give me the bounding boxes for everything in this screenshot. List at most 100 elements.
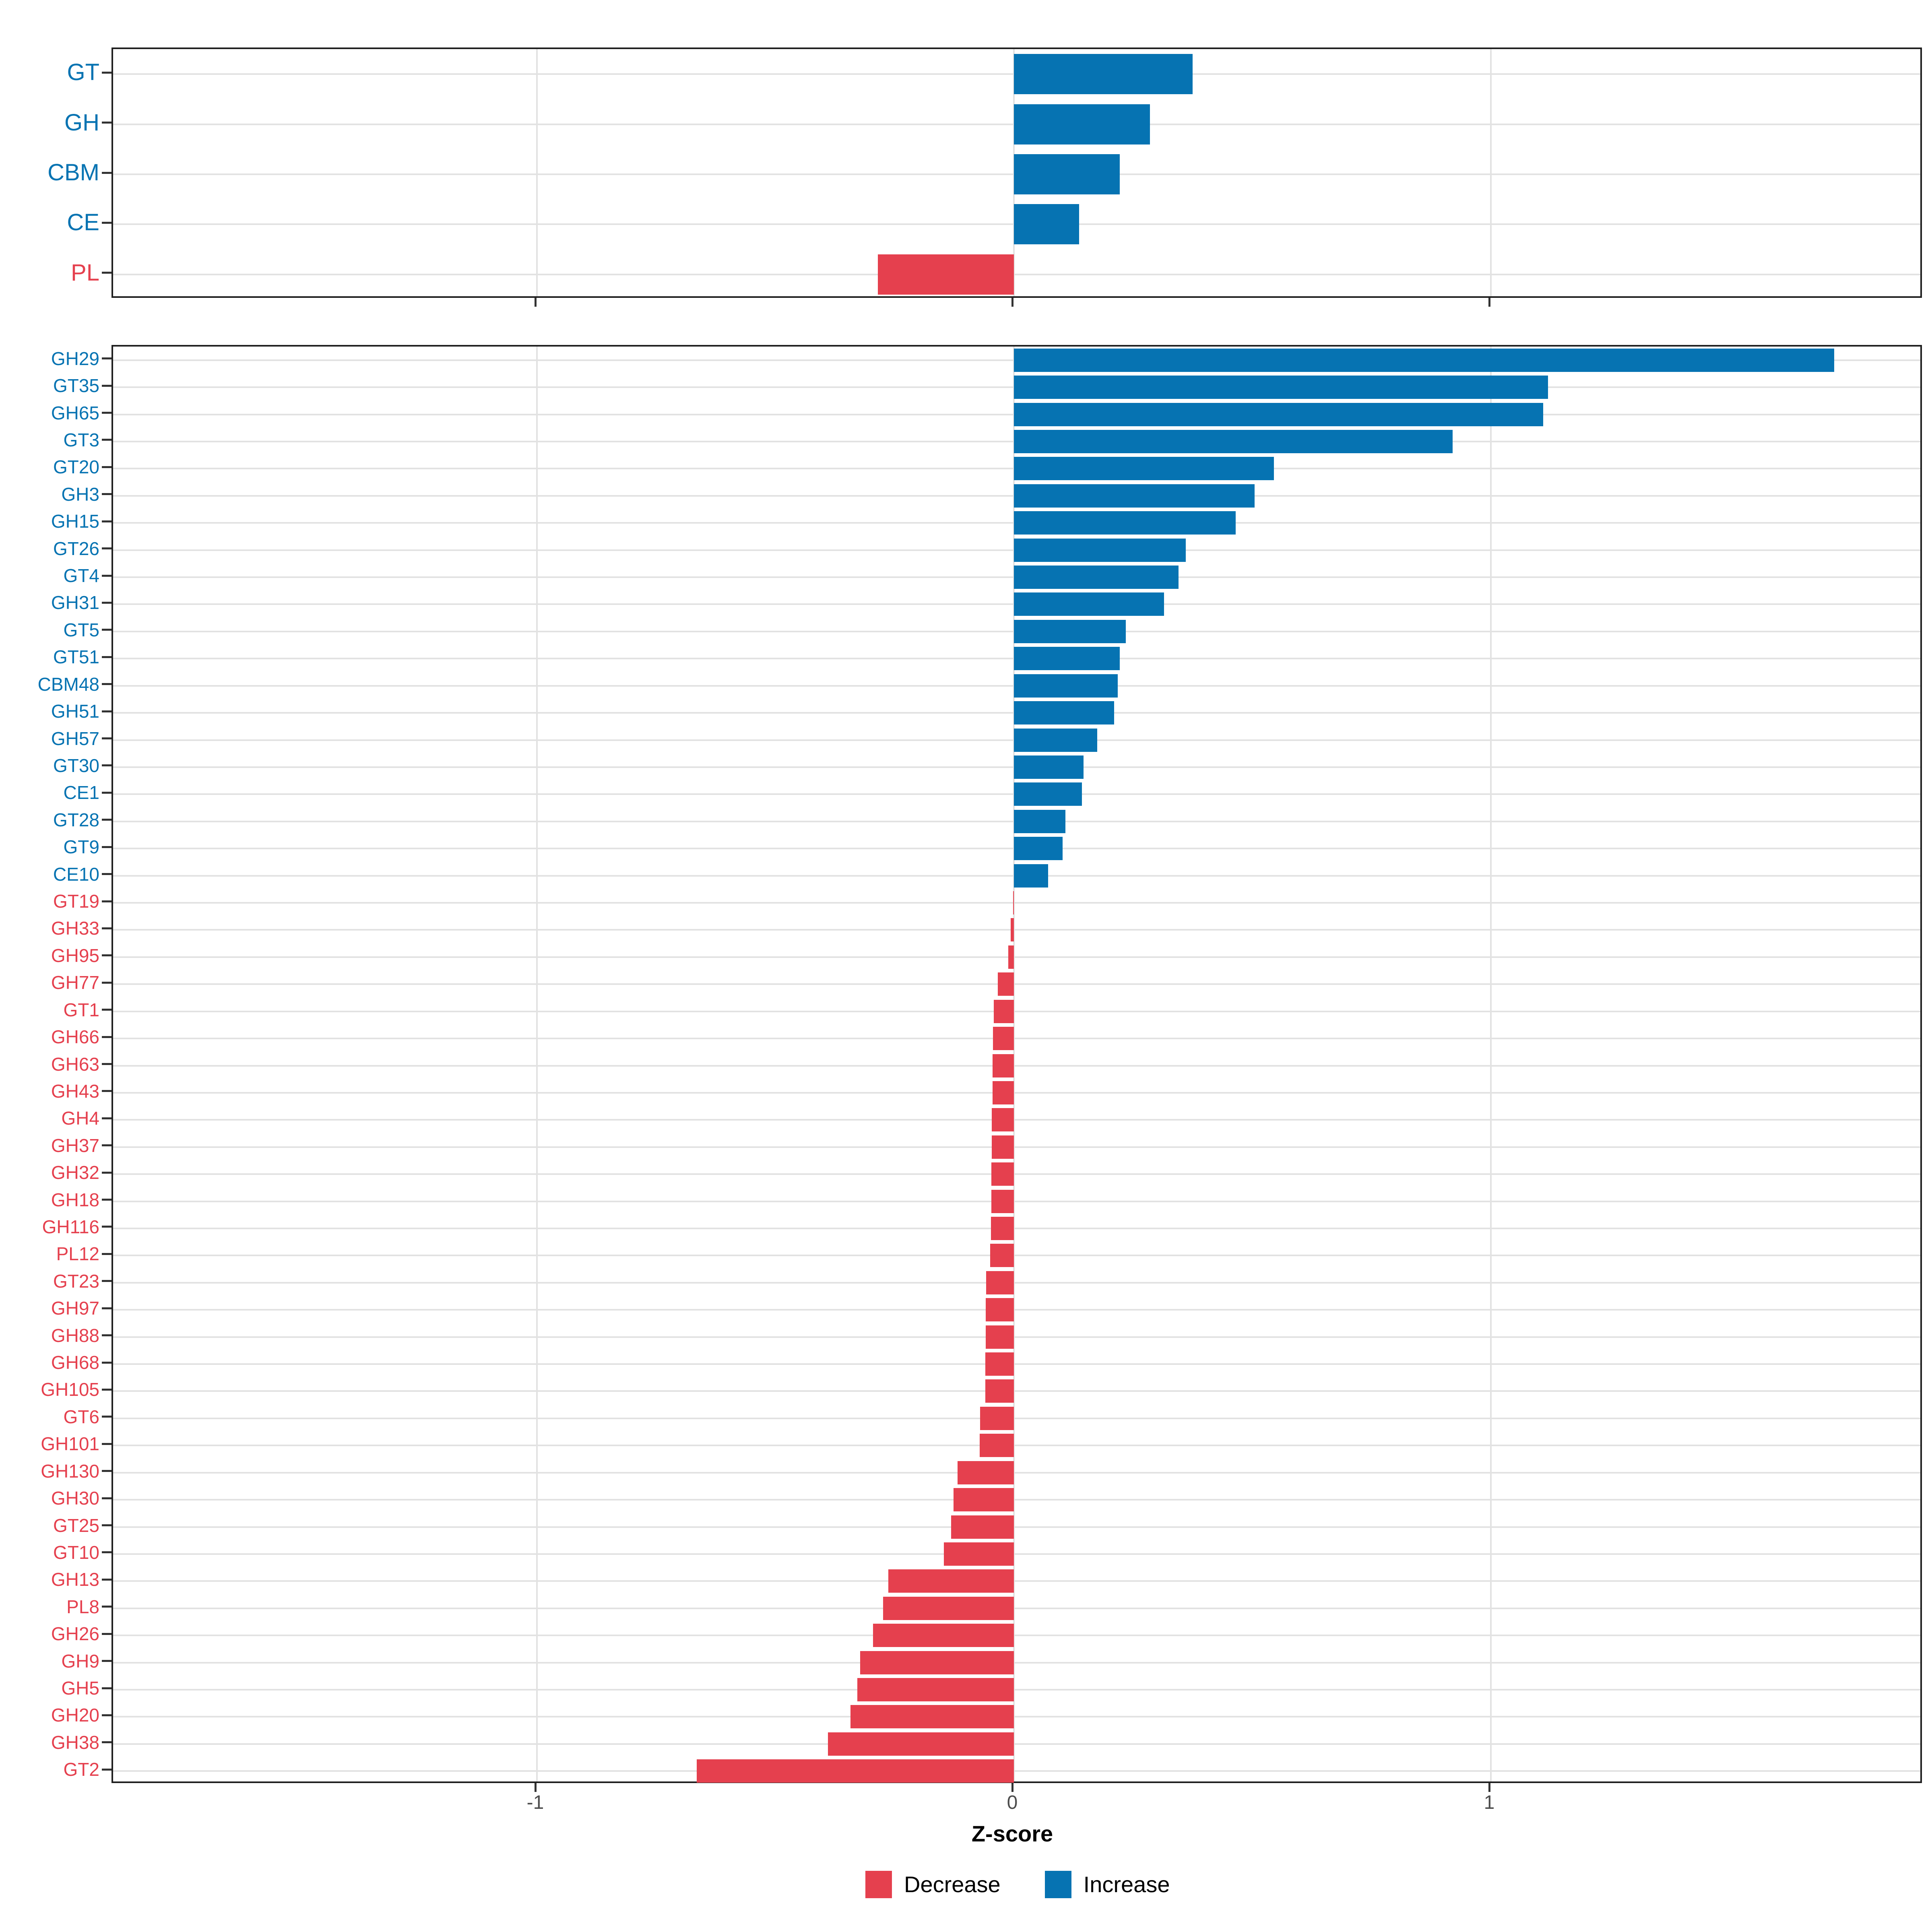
bar-GT25 bbox=[951, 1515, 1014, 1539]
gridline-y-GH105 bbox=[113, 1390, 1920, 1392]
y-tick-CE1 bbox=[102, 791, 111, 794]
y-tick-GT bbox=[102, 71, 111, 74]
bar-PL12 bbox=[990, 1244, 1014, 1267]
y-axis-label-GT20: GT20 bbox=[53, 456, 99, 478]
y-tick-GH bbox=[102, 122, 111, 124]
y-tick-GT35 bbox=[102, 384, 111, 387]
increase-swatch-icon bbox=[1044, 1871, 1071, 1898]
bar-GH63 bbox=[992, 1054, 1014, 1077]
bar-GT2 bbox=[696, 1759, 1014, 1783]
y-axis-label-GH18: GH18 bbox=[51, 1189, 99, 1210]
bar-GH9 bbox=[860, 1651, 1014, 1674]
gridline-y-GH9 bbox=[113, 1662, 1920, 1664]
y-tick-GT26 bbox=[102, 547, 111, 550]
gridline-y-GH68 bbox=[113, 1363, 1920, 1365]
y-axis-label-GH97: GH97 bbox=[51, 1298, 99, 1319]
y-tick-GT4 bbox=[102, 574, 111, 577]
y-axis-label-GH43: GH43 bbox=[51, 1080, 99, 1102]
gridline-x-0 bbox=[1013, 347, 1015, 1781]
bar-GH101 bbox=[979, 1434, 1014, 1457]
gridline-y-GH95 bbox=[113, 956, 1920, 958]
bar-GH15 bbox=[1014, 511, 1236, 535]
bar-GH88 bbox=[986, 1325, 1014, 1349]
bar-GH32 bbox=[991, 1162, 1014, 1186]
bar-GH20 bbox=[850, 1705, 1014, 1729]
gridline-y-GT6 bbox=[113, 1417, 1920, 1419]
gridline-x-1 bbox=[1490, 49, 1492, 296]
y-tick-GT10 bbox=[102, 1551, 111, 1554]
legend: Decrease Increase bbox=[865, 1871, 1170, 1898]
bar-GH3 bbox=[1014, 484, 1255, 508]
bar-GT4 bbox=[1014, 566, 1179, 589]
bar-GH30 bbox=[953, 1488, 1014, 1512]
gridline-y-GT1 bbox=[113, 1010, 1920, 1012]
y-axis-label-CE: CE bbox=[67, 209, 99, 236]
legend-label-decrease: Decrease bbox=[904, 1872, 1001, 1897]
y-axis-label-GT35: GT35 bbox=[53, 375, 99, 396]
bar-GT28 bbox=[1014, 809, 1065, 833]
y-tick-GH63 bbox=[102, 1063, 111, 1065]
y-tick-GT30 bbox=[102, 764, 111, 767]
legend-label-increase: Increase bbox=[1083, 1872, 1170, 1897]
y-tick-GH116 bbox=[102, 1226, 111, 1228]
y-tick-GH26 bbox=[102, 1633, 111, 1635]
gridline-y-GH38 bbox=[113, 1743, 1920, 1745]
bar-GH43 bbox=[992, 1081, 1014, 1104]
y-axis-label-GT30: GT30 bbox=[53, 755, 99, 776]
y-axis-label-CBM48: CBM48 bbox=[37, 673, 99, 695]
y-axis-label-PL12: PL12 bbox=[56, 1243, 99, 1265]
gridline-y-GH77 bbox=[113, 983, 1920, 985]
gridline-y-GH130 bbox=[113, 1472, 1920, 1474]
x-tick-label-0: 0 bbox=[1007, 1792, 1018, 1813]
y-axis-label-GH130: GH130 bbox=[41, 1460, 99, 1482]
y-tick-GH3 bbox=[102, 493, 111, 495]
bar-CBM48 bbox=[1014, 674, 1118, 698]
y-axis-label-GH5: GH5 bbox=[61, 1678, 99, 1699]
gridline-y-GH20 bbox=[113, 1716, 1920, 1718]
gridline-y-PL12 bbox=[113, 1255, 1920, 1257]
y-axis-label-GT3: GT3 bbox=[63, 429, 99, 450]
x-tick--1-panel0 bbox=[534, 298, 537, 307]
y-axis-label-GH32: GH32 bbox=[51, 1162, 99, 1183]
y-axis-label-GH9: GH9 bbox=[61, 1650, 99, 1672]
y-tick-GH18 bbox=[102, 1199, 111, 1201]
y-axis-label-GH101: GH101 bbox=[41, 1433, 99, 1455]
y-tick-PL8 bbox=[102, 1606, 111, 1608]
bar-GH97 bbox=[986, 1298, 1014, 1322]
gridline-x--1 bbox=[536, 49, 538, 296]
y-axis-label-GH51: GH51 bbox=[51, 701, 99, 722]
gridline-x-1 bbox=[1490, 347, 1492, 1781]
y-axis-label-GH15: GH15 bbox=[51, 511, 99, 532]
y-tick-GH130 bbox=[102, 1470, 111, 1472]
cazyme-family-detail-panel bbox=[111, 345, 1922, 1783]
bar-GH51 bbox=[1014, 701, 1114, 725]
bar-GH130 bbox=[958, 1461, 1014, 1484]
y-tick-GH77 bbox=[102, 981, 111, 984]
y-axis-label-GH95: GH95 bbox=[51, 945, 99, 966]
gridline-y-GT23 bbox=[113, 1282, 1920, 1284]
gridline-y-GH30 bbox=[113, 1499, 1920, 1501]
y-axis-label-GH38: GH38 bbox=[51, 1732, 99, 1753]
y-axis-label-GT6: GT6 bbox=[63, 1406, 99, 1427]
y-axis-label-GH57: GH57 bbox=[51, 728, 99, 749]
y-tick-GH97 bbox=[102, 1307, 111, 1309]
bar-GH77 bbox=[997, 972, 1014, 996]
x-tick-label--1: -1 bbox=[526, 1792, 544, 1813]
bar-CBM bbox=[1014, 154, 1120, 194]
gridline-y-GH13 bbox=[113, 1580, 1920, 1582]
bar-GT6 bbox=[980, 1406, 1014, 1430]
cazyme-class-summary-panel bbox=[111, 47, 1922, 298]
x-tick-label-1: 1 bbox=[1484, 1792, 1495, 1813]
y-axis-label-GH30: GH30 bbox=[51, 1488, 99, 1509]
bar-PL8 bbox=[883, 1596, 1014, 1620]
gridline-y-GH116 bbox=[113, 1227, 1920, 1229]
bar-GH37 bbox=[992, 1135, 1014, 1159]
y-tick-GH29 bbox=[102, 357, 111, 360]
y-axis-label-GT26: GT26 bbox=[53, 538, 99, 559]
y-axis-label-GT9: GT9 bbox=[63, 836, 99, 858]
y-tick-GH101 bbox=[102, 1443, 111, 1445]
y-axis-label-GH116: GH116 bbox=[42, 1216, 99, 1237]
bar-GH4 bbox=[992, 1108, 1014, 1132]
bar-GT10 bbox=[943, 1542, 1014, 1566]
y-tick-PL12 bbox=[102, 1253, 111, 1255]
